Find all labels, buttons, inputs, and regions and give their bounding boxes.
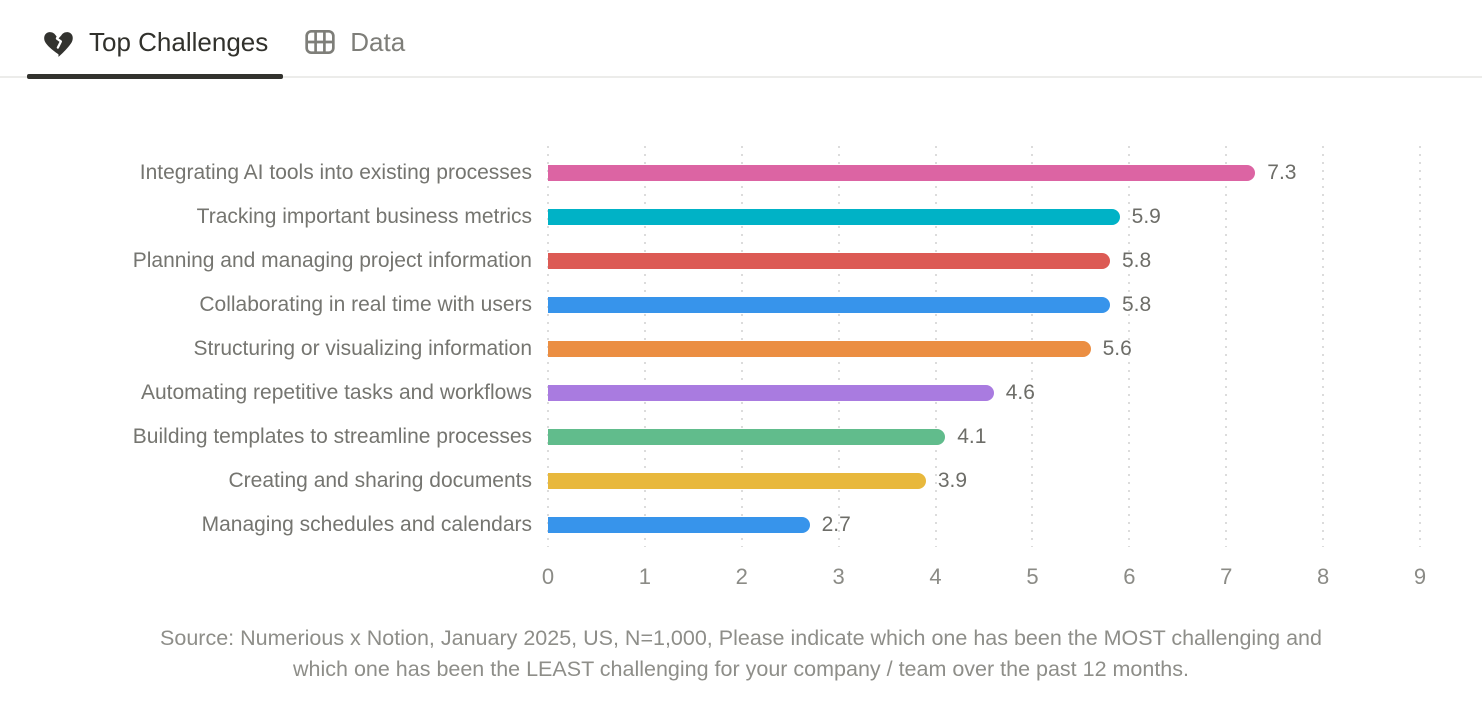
bar[interactable] [548,253,1110,269]
broken-heart-icon [42,26,75,58]
bar[interactable] [548,165,1256,181]
bar[interactable] [548,473,926,489]
category-label: Managing schedules and calendars [201,513,532,536]
bar-track: 4.6 [548,381,1420,405]
bar[interactable] [548,297,1110,313]
tab-top-challenges[interactable]: Top Challenges [27,26,284,79]
x-tick: 7 [1220,564,1233,589]
value-label: 4.6 [1005,381,1035,404]
category-label: Planning and managing project informatio… [132,249,532,272]
x-tick: 4 [929,564,942,589]
bar-track: 5.6 [548,337,1420,361]
bar-chart: Integrating AI tools into existing proce… [0,146,1482,590]
category-label: Collaborating in real time with users [199,293,532,316]
value-label: 5.6 [1102,337,1132,360]
category-label: Integrating AI tools into existing proce… [139,161,532,184]
x-axis: 0 1 2 3 4 5 6 7 8 9 [542,564,1426,590]
value-label: 5.8 [1121,249,1152,272]
chart-row: Planning and managing project informatio… [0,239,1482,283]
bar[interactable] [548,429,946,445]
tab-label: Top Challenges [89,26,269,57]
chart-row: Creating and sharing documents 3.9 [0,459,1482,503]
x-tick: 0 [541,564,555,589]
source-note-line1: Source: Numerious x Notion, January 2025… [160,626,1322,650]
category-label: Creating and sharing documents [228,469,532,492]
x-tick: 2 [735,564,748,589]
value-label: 2.7 [821,513,851,536]
bar-track: 3.9 [548,469,1420,493]
source-note-line2: which one has been the LEAST challenging… [293,657,1189,681]
x-tick: 1 [638,564,651,589]
bar-track: 5.8 [548,293,1420,317]
bar-track: 4.1 [548,425,1420,449]
table-icon [304,26,336,58]
x-tick: 5 [1026,564,1039,589]
category-label: Structuring or visualizing information [193,337,532,360]
chart-row: Building templates to streamline process… [0,415,1482,459]
tab-bar: Top Challenges Data [0,0,1482,79]
x-tick: 8 [1316,564,1330,589]
tab-label: Data [350,26,406,57]
chart-row: Structuring or visualizing information 5… [0,327,1482,371]
x-tick: 9 [1413,564,1427,589]
tab-data[interactable]: Data [289,26,420,76]
chart-row: Integrating AI tools into existing proce… [0,151,1482,195]
value-label: 7.3 [1267,161,1297,184]
chart-rows: Integrating AI tools into existing proce… [0,146,1482,547]
bar[interactable] [548,341,1091,357]
chart-row: Managing schedules and calendars 2.7 [0,503,1482,547]
category-label: Building templates to streamline process… [132,425,532,448]
bar-track: 5.9 [548,205,1420,229]
x-tick: 6 [1123,564,1136,589]
value-label: 5.8 [1121,293,1152,316]
x-tick: 3 [832,564,845,589]
category-label: Automating repetitive tasks and workflow… [140,381,532,404]
bar-track: 7.3 [548,161,1420,185]
value-label: 4.1 [957,425,987,448]
bar[interactable] [548,517,810,533]
chart-row: Tracking important business metrics 5.9 [0,195,1482,239]
value-label: 3.9 [937,469,968,492]
value-label: 5.9 [1131,205,1161,228]
bar-track: 2.7 [548,513,1420,537]
chart-row: Automating repetitive tasks and workflow… [0,371,1482,415]
chart-row: Collaborating in real time with users 5.… [0,283,1482,327]
bar[interactable] [548,209,1120,225]
bar[interactable] [548,385,994,401]
category-label: Tracking important business metrics [196,205,532,228]
source-note: Source: Numerious x Notion, January 2025… [0,623,1482,685]
bar-track: 5.8 [548,249,1420,273]
